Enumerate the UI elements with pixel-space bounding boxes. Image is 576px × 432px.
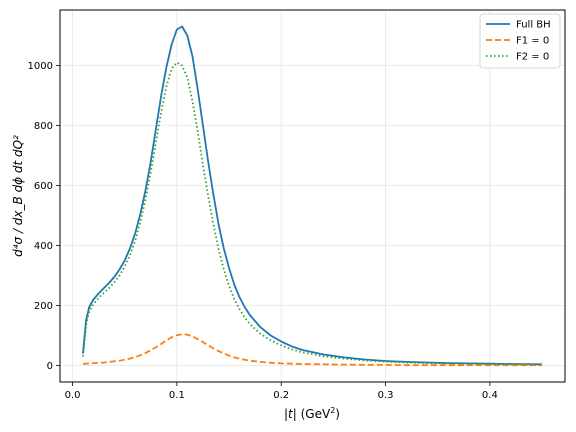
plot-frame <box>59 9 566 383</box>
legend-box <box>479 13 561 69</box>
y-tick-label: 400 <box>34 241 53 252</box>
y-axis-label: d⁴σ / dx_B dϕ dt dQ² <box>11 135 25 257</box>
x-axis-label-unit-sup: 2 <box>330 406 335 415</box>
x-tick-label: 0.0 <box>65 390 81 401</box>
y-axis-ticks: 0 200 400 600 800 1000 <box>28 61 60 372</box>
legend-label-3: F2 = 0 <box>516 52 549 63</box>
x-tick-label: 0.1 <box>169 390 185 401</box>
x-axis-label-unit-close: ) <box>335 407 340 421</box>
y-tick-label: 600 <box>34 181 53 192</box>
x-axis-label: |t| (GeV2) <box>284 406 340 421</box>
legend-label-2: F1 = 0 <box>516 36 549 47</box>
x-tick-label: 0.2 <box>273 390 289 401</box>
x-tick-label: 0.3 <box>378 390 394 401</box>
x-axis-ticks: 0.0 0.1 0.2 0.3 0.4 <box>65 382 498 401</box>
legend: Full BH F1 = 0 F2 = 0 <box>479 13 561 69</box>
x-axis-label-unit-open: (GeV <box>301 407 331 421</box>
y-tick-label: 0 <box>47 361 53 372</box>
series-line-1 <box>82 25 543 366</box>
y-tick-label: 1000 <box>28 61 53 72</box>
legend-label-1: Full BH <box>516 20 551 31</box>
y-tick-label: 800 <box>34 121 53 132</box>
series-line-2 <box>82 333 543 367</box>
x-tick-label: 0.4 <box>482 390 498 401</box>
y-tick-label: 200 <box>34 301 53 312</box>
x-axis-label-main: |t| <box>284 407 297 421</box>
series-layer <box>82 25 543 367</box>
